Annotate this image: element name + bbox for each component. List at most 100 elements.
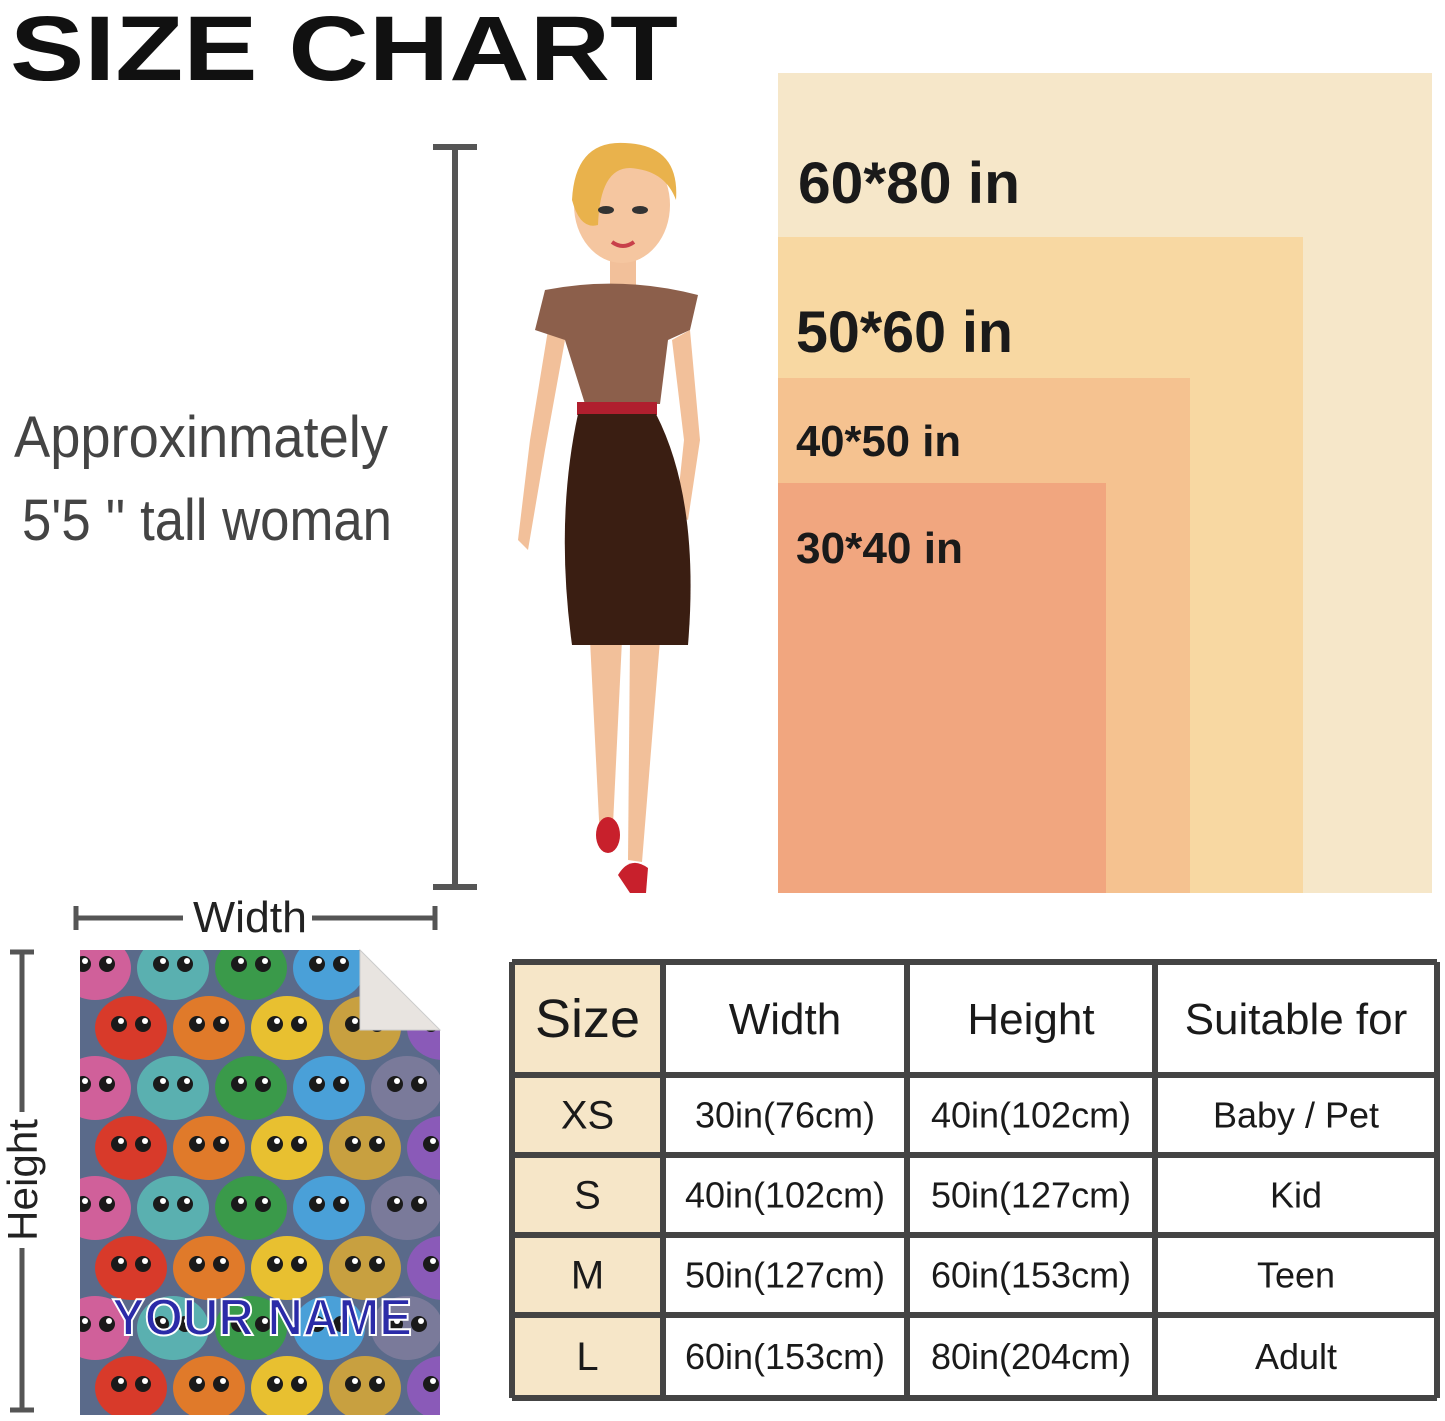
eye-shine bbox=[262, 958, 268, 964]
eye-shine bbox=[352, 1378, 358, 1384]
dragon-eye bbox=[411, 1076, 427, 1092]
dragon-head bbox=[329, 1236, 401, 1300]
eye-shine bbox=[316, 1198, 322, 1204]
dragon-head bbox=[137, 1056, 209, 1120]
eye-shine bbox=[82, 1318, 88, 1324]
dragon-eye bbox=[345, 1136, 361, 1152]
eye-shine bbox=[352, 1138, 358, 1144]
table-header: Size bbox=[535, 989, 640, 1049]
eye-shine bbox=[274, 1018, 280, 1024]
table-cell: 50in(127cm) bbox=[685, 1255, 885, 1296]
table-header: Width bbox=[729, 995, 841, 1044]
eye-shine bbox=[220, 1138, 226, 1144]
dragon-head bbox=[173, 1116, 245, 1180]
dragon-eye bbox=[333, 1196, 349, 1212]
dragon-eye bbox=[291, 1376, 307, 1392]
table-cell: Adult bbox=[1255, 1336, 1337, 1377]
eye-shine bbox=[316, 1318, 322, 1324]
dragon-head bbox=[407, 1356, 440, 1415]
table-background bbox=[512, 962, 1437, 1398]
note-line: Approxinmately bbox=[14, 405, 388, 470]
note-line: 5'5 '' tall woman bbox=[22, 488, 392, 553]
eye-shine bbox=[184, 1318, 190, 1324]
table-cell: Teen bbox=[1257, 1255, 1335, 1296]
panel-label: 50*60 in bbox=[796, 300, 1013, 365]
dragon-eye bbox=[267, 1136, 283, 1152]
dragon-head bbox=[215, 1056, 287, 1120]
dragon-head bbox=[173, 1236, 245, 1300]
eye-shine bbox=[340, 958, 346, 964]
blanket-name: YOUR NAME bbox=[112, 1289, 412, 1347]
eye-shine bbox=[160, 1318, 166, 1324]
eye-shine bbox=[196, 1018, 202, 1024]
panel-label: 40*50 in bbox=[796, 417, 961, 466]
dragon-eye bbox=[111, 1136, 127, 1152]
title: SIZE CHART bbox=[10, 0, 678, 100]
dragon-eye bbox=[135, 1136, 151, 1152]
dragon-eye bbox=[309, 1196, 325, 1212]
eye-shine bbox=[376, 1138, 382, 1144]
table-cell: 60in(153cm) bbox=[931, 1255, 1131, 1296]
table-cell: L bbox=[576, 1335, 598, 1379]
eye-shine bbox=[316, 1078, 322, 1084]
eye-shine bbox=[274, 1378, 280, 1384]
eye-shine bbox=[340, 1198, 346, 1204]
dragon-head bbox=[95, 1116, 167, 1180]
dragon-eye bbox=[135, 1016, 151, 1032]
dragon-head bbox=[251, 1116, 323, 1180]
eye-shine bbox=[394, 1318, 400, 1324]
dragon-eye bbox=[231, 1076, 247, 1092]
dragon-head bbox=[329, 1116, 401, 1180]
eye-shine bbox=[142, 1258, 148, 1264]
eye-shine bbox=[160, 1198, 166, 1204]
table-cell: S bbox=[574, 1174, 601, 1218]
eye-shine bbox=[430, 1258, 436, 1264]
eye-shine bbox=[160, 958, 166, 964]
eye-shine bbox=[298, 1018, 304, 1024]
dragon-head bbox=[251, 1356, 323, 1415]
eye-shine bbox=[238, 1078, 244, 1084]
dragon-eye bbox=[153, 1076, 169, 1092]
dragon-eye bbox=[423, 1136, 439, 1152]
height-label: Height bbox=[0, 1119, 46, 1241]
size-table: Size Width Height Suitable for XS 30in(76cm) 4… bbox=[509, 959, 1440, 1401]
eye-shine bbox=[274, 1258, 280, 1264]
eye-shine bbox=[340, 1318, 346, 1324]
eye-shine bbox=[184, 958, 190, 964]
eye-shine bbox=[82, 1078, 88, 1084]
dragon-eye bbox=[189, 1016, 205, 1032]
dragon-eye bbox=[267, 1256, 283, 1272]
dragon-eye bbox=[423, 1256, 439, 1272]
eye-shine bbox=[340, 1078, 346, 1084]
dragon-eye bbox=[255, 1196, 271, 1212]
dragon-head bbox=[371, 1056, 440, 1120]
dragon-eye bbox=[213, 1376, 229, 1392]
dragon-eye bbox=[345, 1256, 361, 1272]
woman-illustration bbox=[518, 142, 700, 893]
dragon-eye bbox=[309, 956, 325, 972]
dragon-eye bbox=[231, 956, 247, 972]
eye-shine bbox=[430, 1138, 436, 1144]
table-cell: M bbox=[571, 1254, 604, 1298]
dragon-head bbox=[173, 996, 245, 1060]
eye-shine bbox=[184, 1078, 190, 1084]
eye-shine bbox=[118, 1138, 124, 1144]
table-cell: 50in(127cm) bbox=[931, 1175, 1131, 1216]
table-cell: Kid bbox=[1270, 1175, 1322, 1216]
width-bracket bbox=[73, 906, 438, 930]
dragon-eye bbox=[411, 1196, 427, 1212]
dragon-head bbox=[215, 1176, 287, 1240]
table-cell: 80in(204cm) bbox=[931, 1336, 1131, 1377]
dragon-eye bbox=[333, 956, 349, 972]
dragon-eye bbox=[387, 1076, 403, 1092]
dragon-eye bbox=[135, 1256, 151, 1272]
dragon-eye bbox=[267, 1016, 283, 1032]
table-cell: XS bbox=[561, 1094, 614, 1138]
eye-shine bbox=[394, 1198, 400, 1204]
dragon-eye bbox=[345, 1016, 361, 1032]
eye-shine bbox=[352, 1018, 358, 1024]
height-ruler bbox=[433, 144, 477, 890]
dragon-eye bbox=[111, 1256, 127, 1272]
